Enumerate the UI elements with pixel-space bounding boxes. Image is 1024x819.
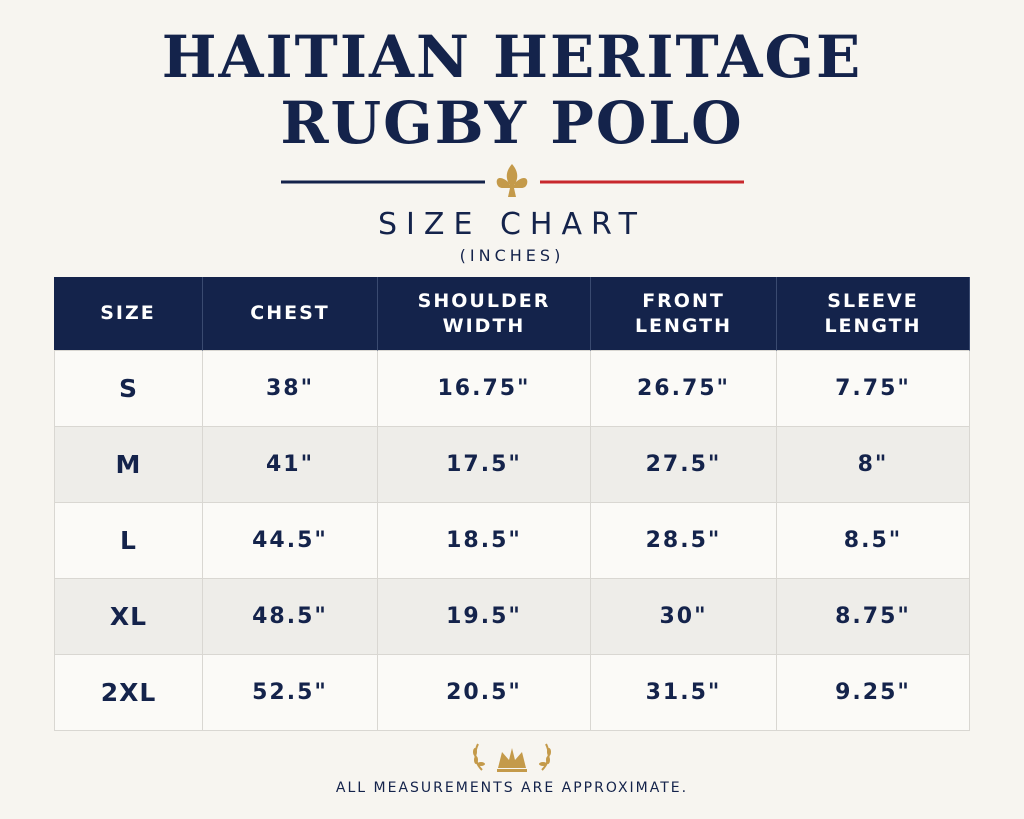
header-text: LENGTH <box>634 314 733 337</box>
size-cell: S <box>54 351 203 427</box>
value-cell: 8.75" <box>777 579 970 655</box>
size-cell: XL <box>54 579 203 655</box>
header-text: WIDTH <box>442 314 526 337</box>
value-cell: 52.5" <box>203 655 378 731</box>
subtitle: SIZE CHART <box>378 207 646 242</box>
value-cell: 31.5" <box>591 655 777 731</box>
value-cell: 8.5" <box>777 503 970 579</box>
value-cell: 48.5" <box>203 579 378 655</box>
header-cell: FRONT LENGTH <box>591 277 777 351</box>
value-cell: 28.5" <box>591 503 777 579</box>
value-cell: 27.5" <box>591 427 777 503</box>
header-text: CHEST <box>250 302 330 324</box>
value-cell: 16.75" <box>378 351 591 427</box>
value-cell: 18.5" <box>378 503 591 579</box>
fleur-de-lis <box>496 164 528 197</box>
value-cell: 44.5" <box>203 503 378 579</box>
value-cell: 30" <box>591 579 777 655</box>
value-cell: 7.75" <box>777 351 970 427</box>
footer-ornament <box>473 743 551 772</box>
header-text: FRONT <box>642 289 725 312</box>
header-cell: SHOULDER WIDTH <box>378 277 591 351</box>
size-cell: 2XL <box>54 655 203 731</box>
size-cell: L <box>54 503 203 579</box>
header-text: LENGTH <box>824 314 922 337</box>
header-text: SLEEVE <box>827 289 919 312</box>
footer-note: ALL MEASUREMENTS ARE APPROXIMATE. <box>335 780 689 796</box>
value-cell: 38" <box>203 351 378 427</box>
header-text: SHOULDER <box>417 289 551 312</box>
value-cell: 17.5" <box>378 427 591 503</box>
header-cell: SIZE <box>54 277 203 351</box>
unit-note: (INCHES) <box>459 246 565 265</box>
value-cell: 41" <box>203 427 378 503</box>
value-cell: 9.25" <box>777 655 970 731</box>
value-cell: 19.5" <box>378 579 591 655</box>
title-line: RUGBY POLO <box>280 89 744 157</box>
value-cell: 20.5" <box>378 655 591 731</box>
divider <box>281 164 744 197</box>
title-line: HAITIAN HERITAGE <box>161 23 863 91</box>
header-cell: CHEST <box>203 277 378 351</box>
header-cell: SLEEVE LENGTH <box>777 277 970 351</box>
header-text: SIZE <box>100 302 156 324</box>
value-cell: 26.75" <box>591 351 777 427</box>
size-cell: M <box>54 427 203 503</box>
value-cell: 8" <box>777 427 970 503</box>
